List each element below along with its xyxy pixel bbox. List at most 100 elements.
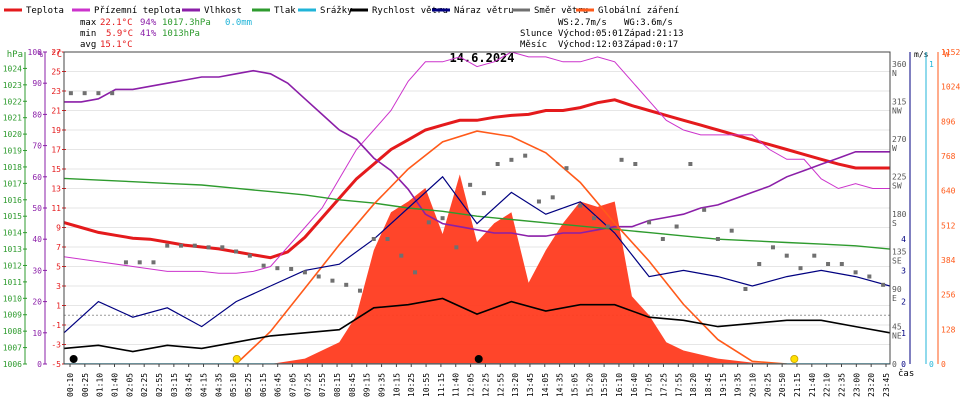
x-tick-label-10: 04:35 xyxy=(214,373,223,397)
x-tick-label-25: 11:15 xyxy=(437,373,446,397)
wind-direction-point-31 xyxy=(495,162,500,166)
celsius-axis-ticklabel-8: 11 xyxy=(51,204,61,213)
wind-direction-point-1 xyxy=(82,91,87,96)
wind-direction-point-49 xyxy=(743,287,748,291)
x-tick-label-29: 12:55 xyxy=(496,373,505,397)
radiation-ticklabel-3: 384 xyxy=(941,256,956,265)
direction-ticklabel-8: 360 xyxy=(892,60,907,69)
wind-direction-point-56 xyxy=(839,262,844,266)
wind-direction-point-7 xyxy=(165,243,170,248)
x-tick-label-16: 07:25 xyxy=(303,373,312,397)
legend-label-7: Směr větru xyxy=(534,6,588,16)
x-tick-label-33: 14:35 xyxy=(556,373,565,397)
stat-min-temp: 5.9°C xyxy=(106,29,133,39)
wind-ticklabel-0: 0 xyxy=(901,360,906,369)
hpa-axis-ticklabel-13: 1019 xyxy=(3,147,22,156)
stat-min-press: 1013hPa xyxy=(162,29,200,39)
wind-direction-point-52 xyxy=(784,253,789,258)
legend-label-3: Tlak xyxy=(274,6,296,16)
sun-rise: Východ:05:01 xyxy=(558,29,623,39)
plot-frame xyxy=(63,51,891,365)
x-tick-label-32: 14:05 xyxy=(541,373,550,397)
wind-direction-point-42 xyxy=(647,220,652,225)
wind-direction-point-16 xyxy=(289,267,294,271)
x-tick-label-49: 21:15 xyxy=(793,373,802,397)
x-tick-label-27: 12:05 xyxy=(467,373,476,397)
wind-direction-point-36 xyxy=(564,166,569,171)
x-tick-label-2: 01:10 xyxy=(96,373,105,397)
wind-direction-point-34 xyxy=(536,199,541,204)
celsius-axis-ticklabel-6: 7 xyxy=(56,243,61,252)
x-tick-label-35: 15:20 xyxy=(585,373,594,397)
wind-ticklabel-1: 1 xyxy=(901,329,906,338)
radiation-ticklabel-6: 768 xyxy=(941,152,956,161)
stat-max-temp: 22.1°C xyxy=(100,18,133,28)
direction-name-5: SW xyxy=(892,182,902,191)
wind-direction-point-11 xyxy=(220,245,225,250)
wind-direction-point-30 xyxy=(481,191,486,196)
direction-name-1: NE xyxy=(892,332,902,341)
x-tick-label-39: 17:05 xyxy=(645,373,654,397)
percent-axis-ticklabel-8: 80 xyxy=(32,110,42,119)
legend-label-4: Srážky xyxy=(320,6,353,16)
celsius-axis-ticklabel-1: -3 xyxy=(51,341,61,350)
x-tick-label-41: 17:55 xyxy=(674,373,683,397)
wind-direction-point-37 xyxy=(578,203,583,208)
direction-name-6: W xyxy=(892,144,897,153)
rain-ticklabel-1: 1 xyxy=(929,60,934,69)
legend-label-6: Náraz větru xyxy=(454,6,514,16)
wind-direction-point-54 xyxy=(812,253,817,258)
x-tick-label-34: 15:05 xyxy=(570,373,579,397)
celsius-axis-ticklabel-5: 5 xyxy=(56,263,61,272)
wind-direction-point-14 xyxy=(261,263,266,268)
x-tick-label-46: 20:10 xyxy=(748,373,757,397)
wind-direction-point-3 xyxy=(110,91,115,96)
x-tick-label-9: 04:15 xyxy=(200,373,209,397)
x-tick-label-8: 03:45 xyxy=(185,373,194,397)
hpa-axis-ticklabel-4: 1010 xyxy=(3,294,22,303)
wind-direction-point-12 xyxy=(234,249,239,254)
radiation-ticklabel-5: 640 xyxy=(941,187,956,196)
celsius-axis-ticklabel-7: 9 xyxy=(56,224,61,233)
hpa-axis-ticklabel-17: 1023 xyxy=(3,81,22,90)
celsius-axis-ticklabel-16: 27 xyxy=(51,48,61,57)
x-tick-label-54: 23:20 xyxy=(867,373,876,397)
percent-axis-ticklabel-7: 70 xyxy=(32,142,42,151)
x-tick-label-48: 20:50 xyxy=(778,373,787,397)
x-tick-label-3: 01:40 xyxy=(111,373,120,397)
wind-direction-point-32 xyxy=(509,157,514,162)
chart-title: 14.6.2024 xyxy=(449,51,514,65)
hpa-axis-ticklabel-10: 1016 xyxy=(3,196,22,205)
sun-set: Západ:21:13 xyxy=(624,29,684,39)
hpa-axis-ticklabel-18: 1024 xyxy=(3,64,22,73)
wind-direction-point-44 xyxy=(674,224,679,229)
wind-direction-point-6 xyxy=(151,260,156,265)
radiation-ticklabel-7: 896 xyxy=(941,117,956,126)
wind-direction-point-29 xyxy=(468,182,473,187)
direction-name-7: NW xyxy=(892,107,902,116)
wind-direction-point-27 xyxy=(440,216,445,221)
legend-label-5: Rychlost větru xyxy=(372,6,448,16)
hpa-axis-ticklabel-9: 1015 xyxy=(3,212,22,221)
wind-direction-point-21 xyxy=(357,288,362,293)
hpa-axis-ticklabel-12: 1018 xyxy=(3,163,22,172)
hpa-axis-ticklabel-15: 1021 xyxy=(3,114,22,123)
percent-axis-ticklabel-2: 20 xyxy=(32,298,42,307)
wind-direction-point-33 xyxy=(523,153,528,158)
rain-ticklabel-0: 0 xyxy=(929,360,934,369)
wind-direction-point-22 xyxy=(371,237,376,241)
celsius-axis-ticklabel-12: 19 xyxy=(51,126,61,135)
wind-direction-point-24 xyxy=(399,253,404,258)
x-tick-label-42: 18:20 xyxy=(689,373,698,397)
stats-panel: max 22.1°C 94% 1017.3hPa 0.0mm min 5.9°C… xyxy=(80,18,252,50)
series-line-6 xyxy=(64,175,890,334)
legend-label-0: Teplota xyxy=(26,6,64,16)
x-tick-label-55: 23:45 xyxy=(882,373,891,397)
wind-direction-point-46 xyxy=(702,207,707,212)
x-tick-label-36: 15:50 xyxy=(600,373,609,397)
wind-direction-point-47 xyxy=(715,237,720,241)
series-line-0 xyxy=(64,98,890,260)
wind-direction-point-10 xyxy=(206,245,211,250)
celsius-axis-title: °C xyxy=(51,50,62,60)
wind-direction-point-20 xyxy=(344,282,349,287)
